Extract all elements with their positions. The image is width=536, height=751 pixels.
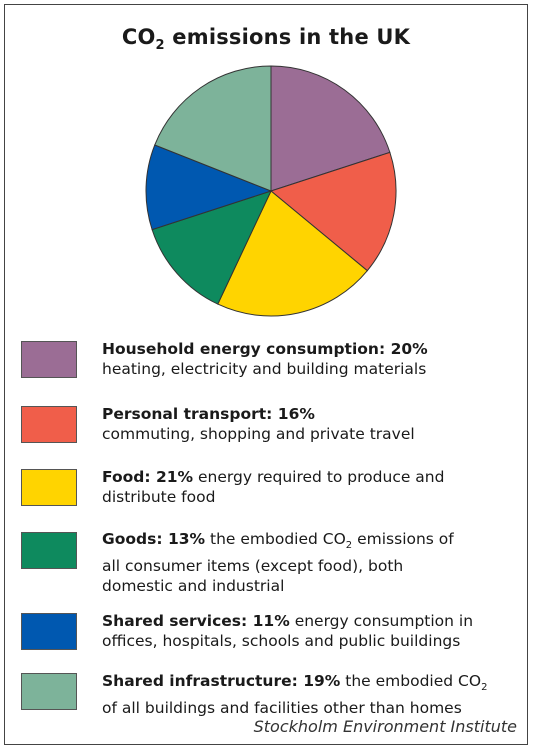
legend-swatch-goods — [21, 532, 77, 569]
legend-label-infrastructure: Shared infrastructure — [102, 672, 292, 690]
legend-desc-goods-1b: emissions of — [352, 530, 454, 548]
legend-entry-goods: Goods: 13% the embodied CO2 emissions of… — [102, 530, 454, 596]
legend-desc-services-1: energy consumption in — [294, 612, 474, 630]
legend-entry-infrastructure: Shared infrastructure: 19% the embodied … — [102, 672, 488, 718]
legend-desc-infra-sub: 2 — [481, 682, 488, 694]
legend-swatch-food — [21, 469, 77, 506]
pie-slice-food — [217, 190, 369, 317]
pie-slice-household — [270, 65, 391, 192]
legend-entry-food: Food: 21% energy required to produce and… — [102, 468, 445, 506]
legend-percent-food: 21% — [155, 468, 194, 486]
legend-percent-transport: 16% — [277, 405, 315, 423]
legend-swatch-infrastructure — [21, 673, 77, 710]
legend-label-services: Shared services — [102, 612, 242, 630]
legend-percent-services: 11% — [252, 612, 290, 630]
legend-swatch-transport — [21, 406, 77, 443]
legend-label-household: Household energy consumption — [102, 340, 379, 358]
legend-desc-infra-1a: the embodied CO — [345, 672, 482, 690]
title-prefix: CO — [121, 25, 156, 49]
source-credit: Stockholm Environment Institute — [253, 717, 517, 736]
legend-percent-goods: 13% — [167, 530, 206, 548]
legend-desc-goods-2: all consumer items (except food), both — [102, 557, 404, 576]
title-suffix: emissions in the UK — [164, 25, 411, 49]
pie-slice-transport — [269, 151, 397, 272]
pie-slice-services — [145, 144, 273, 231]
legend-desc-goods-sub: 2 — [345, 540, 353, 552]
legend-entry-transport: Personal transport: 16% commuting, shopp… — [102, 405, 415, 443]
pie-slice-infrastructure — [154, 65, 272, 192]
pie-chart — [145, 65, 397, 317]
legend-desc-transport: commuting, shopping and private travel — [102, 425, 415, 443]
legend-percent-infrastructure: 19% — [303, 672, 341, 690]
pie-slice-goods — [151, 190, 272, 305]
legend-desc-goods-3: domestic and industrial — [102, 577, 285, 596]
legend-swatch-services — [21, 613, 77, 650]
legend-label-transport: Personal transport — [102, 405, 267, 423]
legend-entry-household: Household energy consumption: 20% heatin… — [102, 340, 428, 378]
legend-desc-food-1: energy required to produce and — [198, 468, 445, 486]
legend-desc-food-2: distribute food — [102, 488, 216, 506]
legend-swatch-household — [21, 341, 77, 378]
legend-label-goods: Goods — [102, 530, 157, 548]
legend-desc-services-2: offices, hospitals, schools and public b… — [102, 632, 461, 650]
legend-label-food: Food — [102, 468, 145, 486]
title-subscript: 2 — [155, 38, 165, 54]
chart-frame: CO2 emissions in the UK Household energy… — [4, 4, 528, 745]
chart-title: CO2 emissions in the UK — [5, 25, 527, 53]
legend-entry-services: Shared services: 11% energy consumption … — [102, 612, 474, 650]
legend-desc-infra-2: of all buildings and facilities other th… — [102, 699, 462, 718]
legend-percent-household: 20% — [390, 340, 428, 358]
legend-desc-household: heating, electricity and building materi… — [102, 360, 427, 378]
legend-desc-goods-1a: the embodied CO — [210, 530, 346, 548]
